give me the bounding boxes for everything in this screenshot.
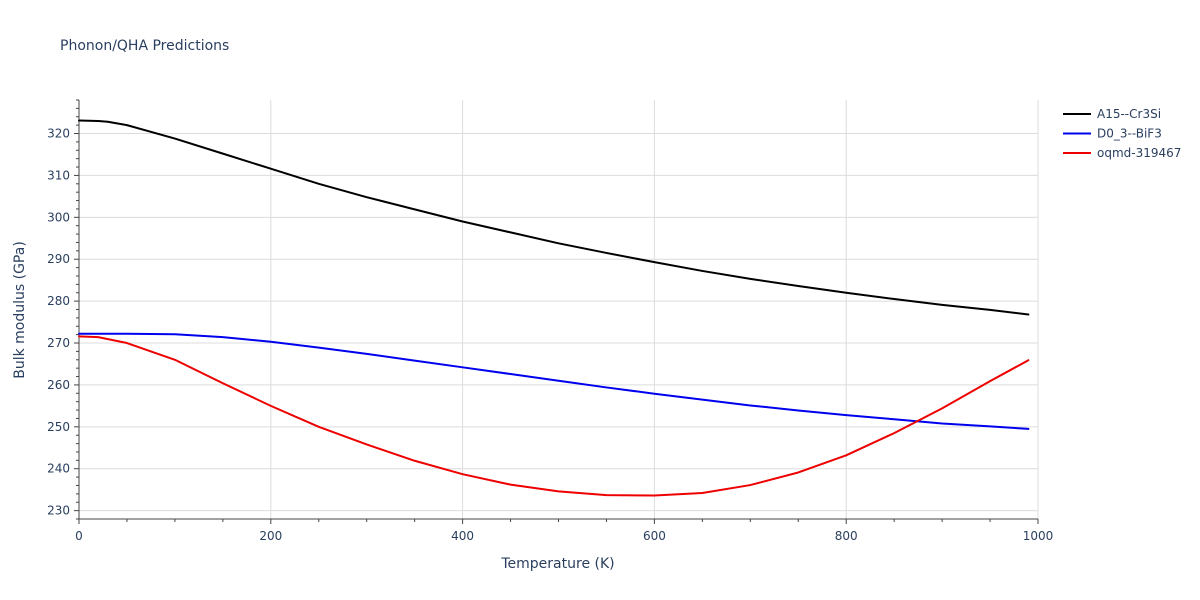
series-line-1 xyxy=(78,332,1030,430)
y-tick-label: 270 xyxy=(47,336,70,350)
plot-area xyxy=(78,119,1030,497)
legend-label-2[interactable]: oqmd-319467 xyxy=(1097,146,1181,160)
series-line-2 xyxy=(78,335,1030,497)
legend: A15--Cr3Si D0_3--BiF3 oqmd-319467 xyxy=(1063,107,1181,160)
x-tick-label: 0 xyxy=(75,529,83,543)
x-tick-label: 600 xyxy=(643,529,666,543)
y-tick-label: 260 xyxy=(47,378,70,392)
x-axis-title: Temperature (K) xyxy=(500,556,614,572)
y-tick-label: 290 xyxy=(47,252,70,266)
y-tick-label: 320 xyxy=(47,127,70,141)
y-tick-label: 300 xyxy=(47,210,70,224)
y-tick-label: 280 xyxy=(47,294,70,308)
y-tick-label: 230 xyxy=(47,504,70,518)
x-tick-label: 400 xyxy=(451,529,474,543)
series-line-0 xyxy=(78,119,1030,316)
chart-title: Phonon/QHA Predictions xyxy=(60,38,229,54)
y-tick-label: 240 xyxy=(47,462,70,476)
y-axis-title: Bulk modulus (GPa) xyxy=(12,241,28,379)
x-tick-label: 200 xyxy=(259,529,282,543)
y-tick-label: 310 xyxy=(47,168,70,182)
x-tick-label: 800 xyxy=(835,529,858,543)
axes: 230 240 250 260 270 280 290 300 310 320 0 200 400 600… xyxy=(47,99,1054,543)
grid xyxy=(79,100,1039,519)
legend-label-1[interactable]: D0_3--BiF3 xyxy=(1097,127,1162,141)
legend-label-0[interactable]: A15--Cr3Si xyxy=(1097,107,1161,121)
x-tick-label: 1000 xyxy=(1023,529,1054,543)
y-tick-label: 250 xyxy=(47,420,70,434)
